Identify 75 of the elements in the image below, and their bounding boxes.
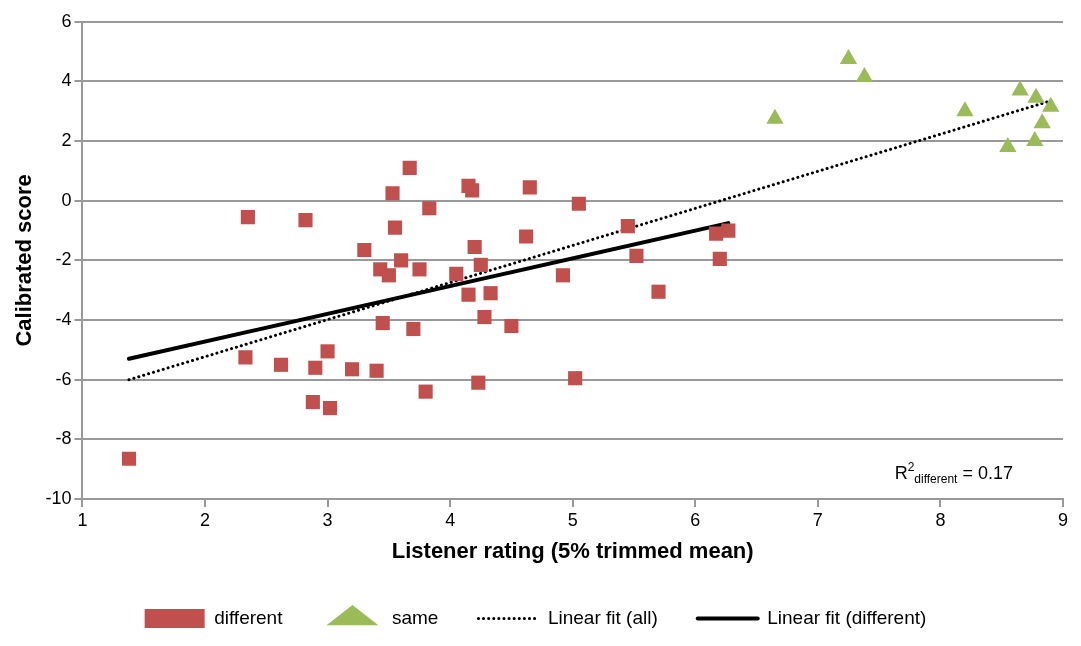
y-tick-label: 4 xyxy=(61,70,72,91)
point xyxy=(519,229,534,244)
point xyxy=(345,362,360,377)
y-tick-label: 2 xyxy=(61,130,72,151)
point xyxy=(855,66,874,82)
x-tick-label: 7 xyxy=(812,509,823,530)
point xyxy=(412,262,427,277)
point xyxy=(305,395,320,410)
point xyxy=(721,223,736,238)
point xyxy=(402,160,417,176)
legend-label: same xyxy=(391,606,439,628)
point xyxy=(387,220,403,235)
point xyxy=(1011,80,1029,96)
point xyxy=(956,101,974,117)
point xyxy=(394,253,409,268)
point xyxy=(385,186,400,201)
point xyxy=(999,137,1017,153)
point xyxy=(473,257,488,272)
point xyxy=(483,286,498,301)
point xyxy=(320,344,335,359)
point xyxy=(357,242,372,258)
point xyxy=(375,315,390,331)
point xyxy=(471,375,486,390)
point xyxy=(461,287,476,302)
point xyxy=(504,318,519,334)
y-tick-label: 0 xyxy=(61,189,72,210)
point xyxy=(571,196,586,211)
point xyxy=(568,371,583,386)
point xyxy=(477,310,492,325)
point xyxy=(418,384,433,399)
y-tick-label: 6 xyxy=(61,10,72,31)
point xyxy=(406,321,421,337)
x-tick-label: 9 xyxy=(1057,509,1069,530)
legend-label: different xyxy=(214,606,284,628)
point xyxy=(629,248,644,263)
x-axis-title: Listener rating (5% trimmed mean) xyxy=(391,537,754,563)
point xyxy=(369,363,384,378)
point xyxy=(1027,87,1045,103)
legend-label: Linear fit (all) xyxy=(547,606,658,628)
legend-label: Linear fit (different) xyxy=(767,606,927,628)
point xyxy=(651,284,666,299)
y-axis-title: Calibrated score xyxy=(11,174,37,347)
point xyxy=(620,219,635,234)
point xyxy=(322,400,338,416)
point xyxy=(1042,96,1060,112)
x-tick-label: 8 xyxy=(935,509,946,530)
y-tick-label: -2 xyxy=(55,249,72,270)
x-tick-label: 4 xyxy=(445,509,456,530)
point xyxy=(240,210,255,225)
x-tick-label: 3 xyxy=(322,509,333,530)
x-tick-label: 1 xyxy=(77,509,88,530)
point xyxy=(1033,113,1051,129)
y-tick-label: -6 xyxy=(55,368,72,389)
y-tick-label: -8 xyxy=(55,428,72,449)
point xyxy=(465,183,480,198)
x-tick-label: 6 xyxy=(690,509,701,530)
point xyxy=(712,251,727,266)
point xyxy=(1026,131,1044,147)
point xyxy=(422,201,437,216)
point xyxy=(467,239,482,255)
point xyxy=(839,49,858,65)
point xyxy=(555,268,570,283)
point xyxy=(522,180,537,195)
y-tick-label: -10 xyxy=(45,487,72,508)
point xyxy=(298,213,313,228)
x-tick-label: 5 xyxy=(567,509,578,530)
point xyxy=(381,268,396,283)
point xyxy=(238,350,253,365)
y-tick-label: -4 xyxy=(55,309,72,330)
x-tick-label: 2 xyxy=(199,509,210,530)
point xyxy=(308,360,323,375)
point xyxy=(121,451,137,466)
point xyxy=(449,266,464,281)
point xyxy=(273,357,289,372)
point xyxy=(766,108,784,124)
